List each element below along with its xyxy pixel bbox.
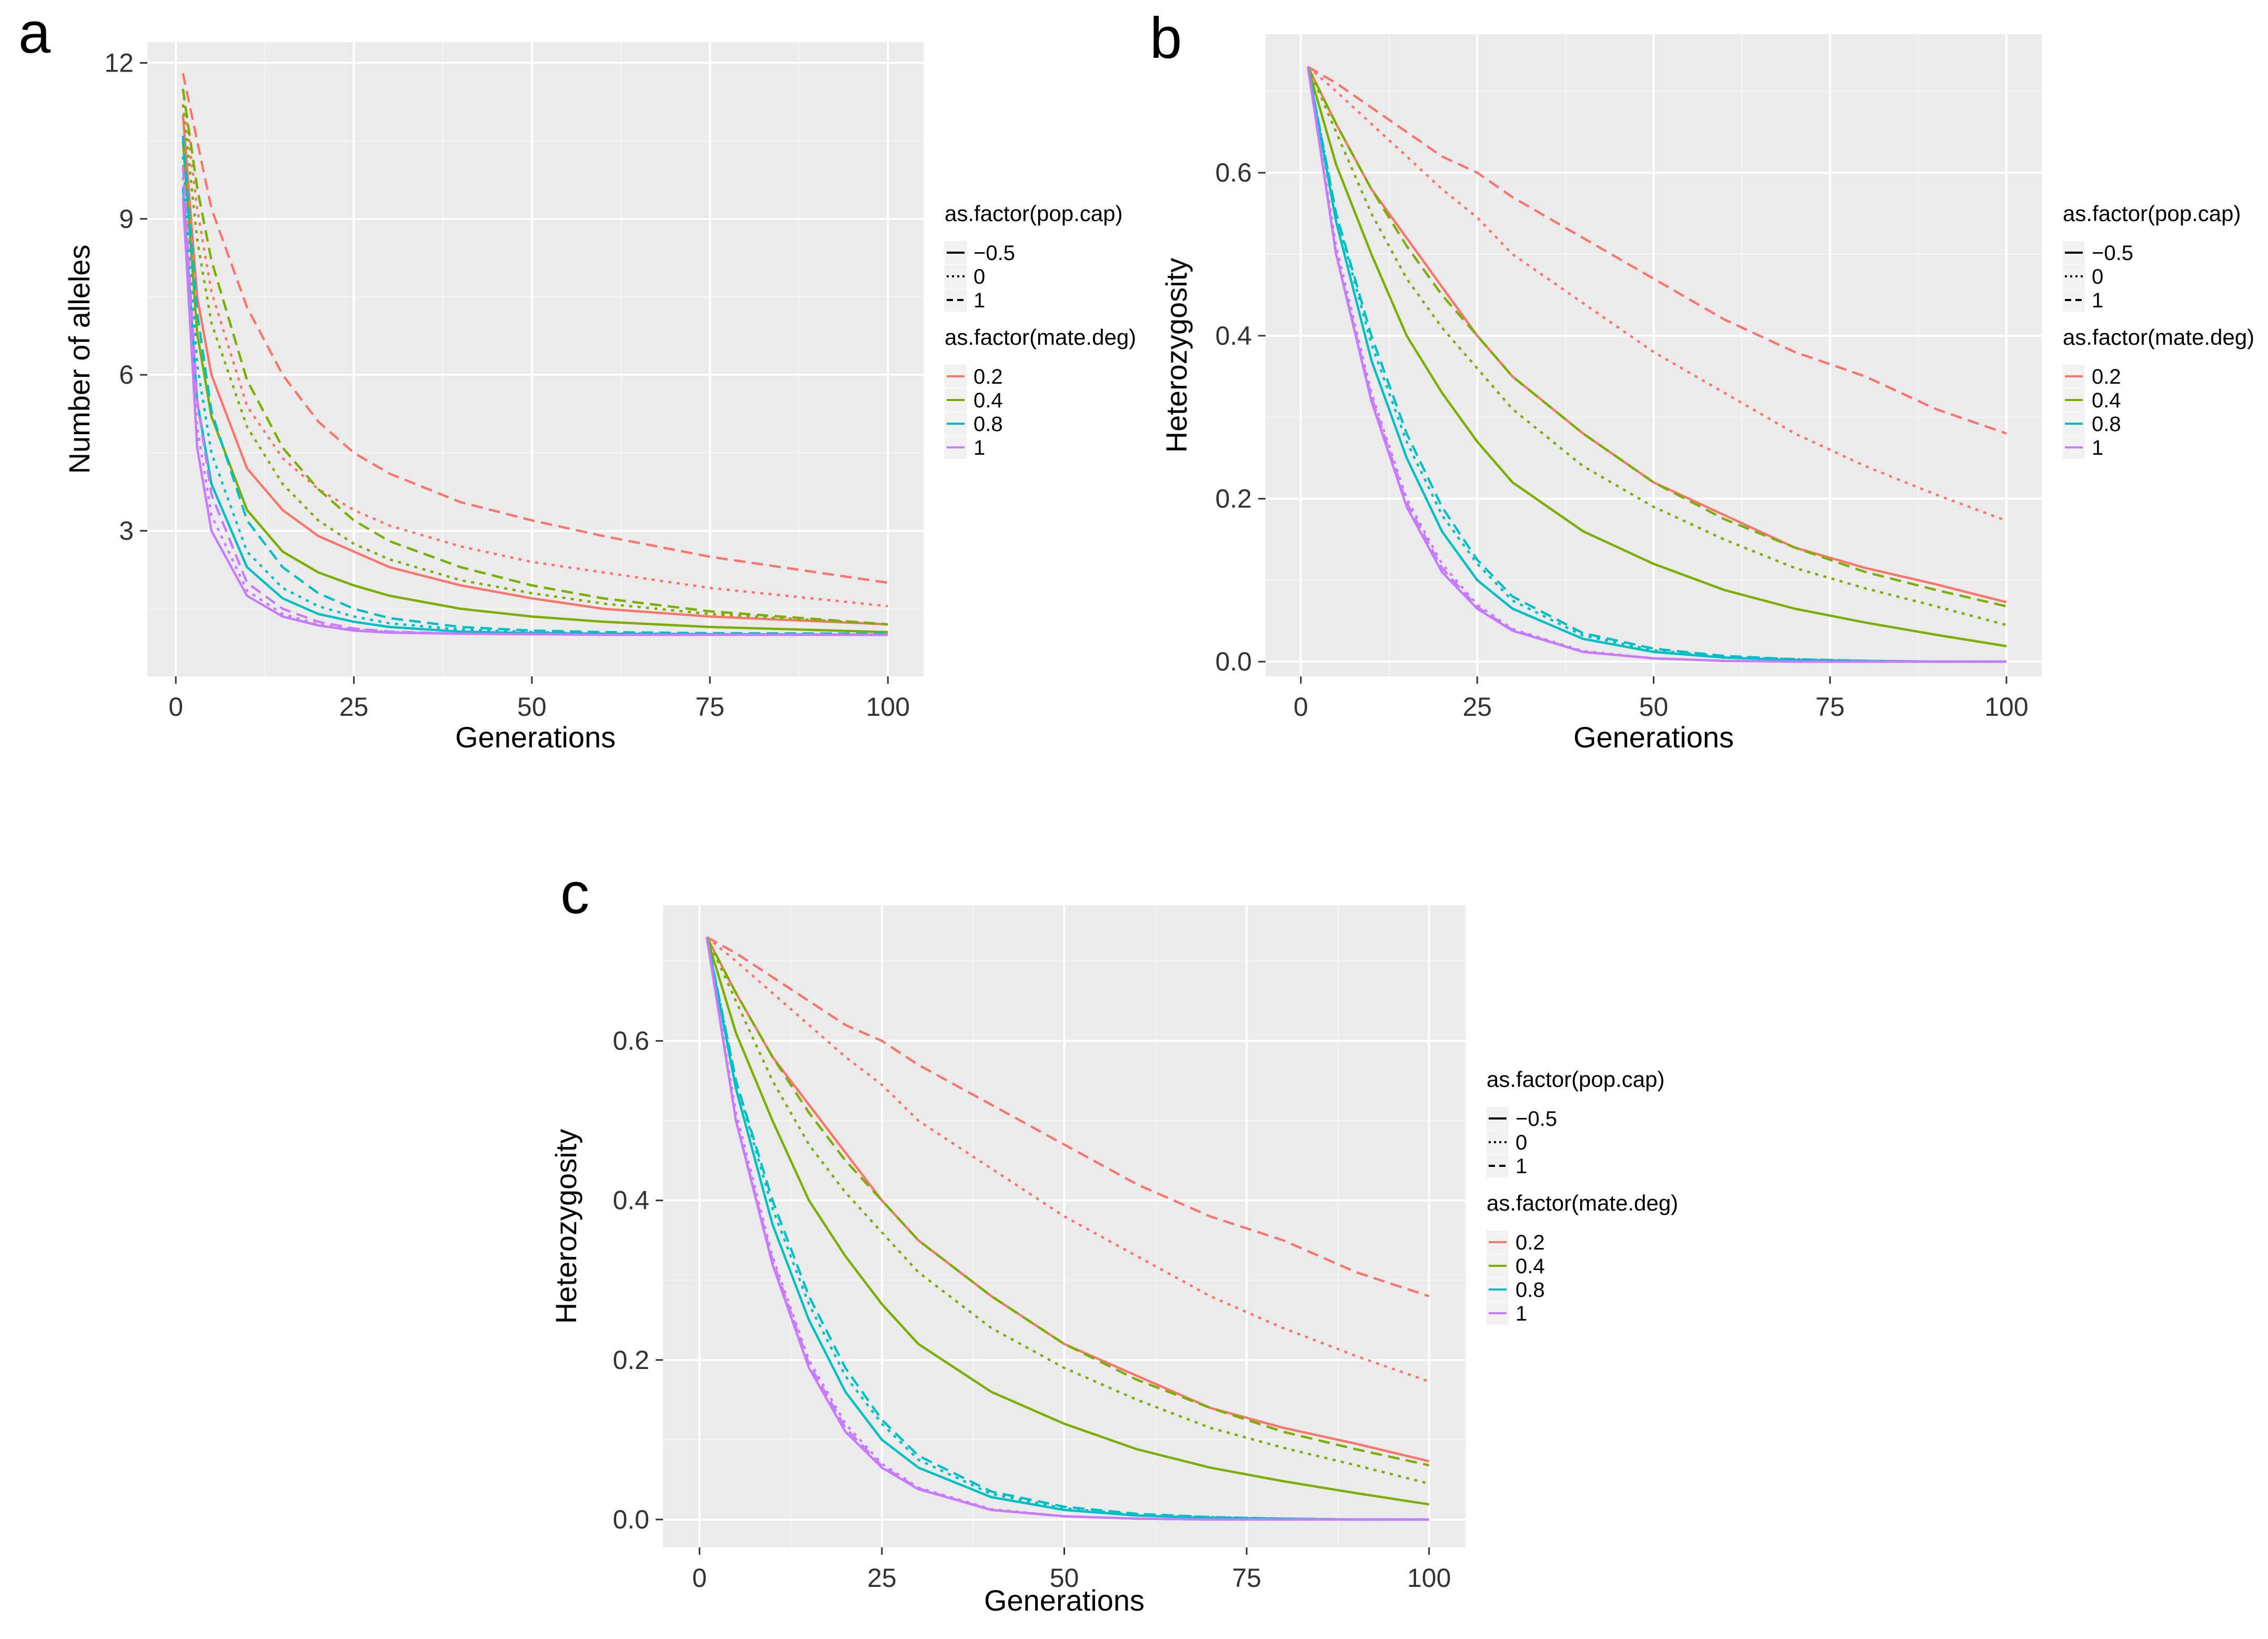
series-line	[182, 88, 888, 626]
panel-label: c	[560, 861, 589, 926]
series-line	[705, 937, 1429, 1521]
x-tick-label: 25	[867, 1563, 897, 1593]
legend-color-label: 1	[1516, 1302, 1527, 1325]
y-tick-label: 0.4	[613, 1186, 649, 1215]
y-tick-label: 0.0	[1215, 647, 1252, 676]
y-tick-label: 0.2	[613, 1345, 649, 1375]
series-line	[706, 936, 1430, 1383]
x-tick-label: 75	[1815, 692, 1845, 722]
legend-linetype-label: 0	[974, 265, 985, 288]
plot-background	[147, 42, 924, 676]
y-tick-label: 0.4	[1215, 321, 1252, 351]
legend-linetype-label: −0.5	[1516, 1107, 1557, 1131]
x-axis-title: Generations	[984, 1584, 1145, 1617]
x-tick-label: 25	[1462, 692, 1492, 722]
x-tick-label: 100	[1984, 692, 2028, 722]
series-line	[1307, 66, 2007, 522]
series-line	[182, 141, 888, 634]
legend-color-label: 0.8	[1516, 1278, 1545, 1302]
panel-label: b	[1150, 6, 1182, 71]
legend-title-color: as.factor(mate.deg)	[945, 325, 1136, 349]
legend-title-linetype: as.factor(pop.cap)	[2063, 201, 2241, 226]
y-axis-title: Heterozygosity	[549, 1129, 583, 1324]
series-line	[1307, 66, 2007, 647]
x-tick-label: 0	[692, 1563, 707, 1593]
series-line	[706, 936, 1430, 1297]
legend-color-label: 0.8	[2092, 413, 2121, 436]
legend-color-label: 0.2	[1516, 1231, 1545, 1254]
legend-color-label: 0.8	[974, 413, 1003, 436]
series-line	[706, 936, 1430, 1506]
x-tick-label: 50	[517, 692, 547, 722]
series-line	[706, 936, 1430, 1467]
y-axis-title: Heterozygosity	[1160, 258, 1193, 453]
x-tick-label: 75	[695, 692, 725, 722]
y-axis-title: Number of alleles	[63, 245, 96, 474]
x-tick-label: 50	[1050, 1563, 1079, 1593]
legend-linetype-label: 0	[1516, 1131, 1527, 1154]
legend-title-color: as.factor(mate.deg)	[2063, 325, 2254, 349]
series-line	[1307, 66, 2006, 663]
legend-color-label: 0.4	[974, 389, 1003, 412]
x-axis-title: Generations	[455, 721, 616, 754]
series-line	[182, 156, 888, 636]
panel-label: a	[18, 1, 51, 65]
series-line	[182, 73, 888, 584]
x-tick-label: 25	[339, 692, 369, 722]
legend-color-label: 0.2	[974, 365, 1003, 388]
y-tick-label: 0.0	[613, 1505, 649, 1534]
y-tick-label: 0.6	[613, 1026, 649, 1056]
series-line	[182, 177, 888, 636]
panel-b: 0 25 50 75 1000.00.20.40.6GenerationsHeteroz…	[1150, 6, 2254, 754]
series-line	[1307, 66, 2006, 663]
y-tick-label: 9	[119, 204, 134, 234]
legend: as.factor(pop.cap)−0.501as.factor(mate.d…	[1487, 1067, 1678, 1325]
series-line	[1307, 65, 2007, 435]
legend-title-linetype: as.factor(pop.cap)	[1487, 1067, 1665, 1092]
legend-title-color: as.factor(mate.deg)	[1487, 1191, 1678, 1215]
legend-linetype-label: 1	[1516, 1155, 1527, 1178]
series-line	[182, 88, 888, 607]
y-tick-label: 6	[119, 360, 134, 389]
legend-linetype-label: 1	[974, 289, 985, 312]
y-tick-label: 12	[104, 48, 134, 78]
legend: as.factor(pop.cap)−0.501as.factor(mate.d…	[945, 201, 1136, 459]
series-line	[182, 166, 888, 636]
x-axis-title: Generations	[1573, 721, 1734, 754]
x-tick-label: 100	[1407, 1563, 1451, 1593]
y-tick-label: 0.2	[1215, 484, 1252, 513]
series-line	[706, 936, 1430, 1485]
y-tick-label: 0.6	[1215, 158, 1252, 187]
legend-color-label: 1	[2092, 436, 2103, 459]
panel-a: 0 25 50 75 100 3 6 9 12 Generations Number of alle…	[18, 1, 1136, 754]
series-line	[1307, 66, 2007, 626]
series-line	[182, 115, 888, 626]
x-tick-label: 100	[866, 692, 910, 722]
x-tick-label: 75	[1232, 1563, 1261, 1593]
y-tick-label: 3	[119, 516, 134, 545]
legend: as.factor(pop.cap)−0.501as.factor(mate.d…	[2063, 201, 2254, 459]
legend-title-linetype: as.factor(pop.cap)	[945, 201, 1123, 226]
panel-c: 0 25 50 75 1000.00.20.40.6GenerationsHeteroz…	[549, 861, 1678, 1617]
series-line	[182, 135, 888, 635]
legend-linetype-label: 0	[2092, 265, 2103, 288]
x-tick-label: 0	[168, 692, 183, 722]
x-tick-label: 0	[1293, 692, 1308, 722]
legend-color-label: 0.4	[2092, 389, 2121, 412]
legend-linetype-label: −0.5	[974, 242, 1015, 265]
series-line	[1307, 66, 2007, 608]
x-tick-label: 50	[1639, 692, 1669, 722]
legend-linetype-label: −0.5	[2092, 242, 2133, 265]
series-line	[182, 104, 888, 626]
legend-color-label: 0.4	[1516, 1255, 1545, 1278]
legend-color-label: 0.2	[2092, 365, 2121, 388]
legend-color-label: 1	[974, 436, 985, 459]
legend-linetype-label: 1	[2092, 289, 2103, 312]
